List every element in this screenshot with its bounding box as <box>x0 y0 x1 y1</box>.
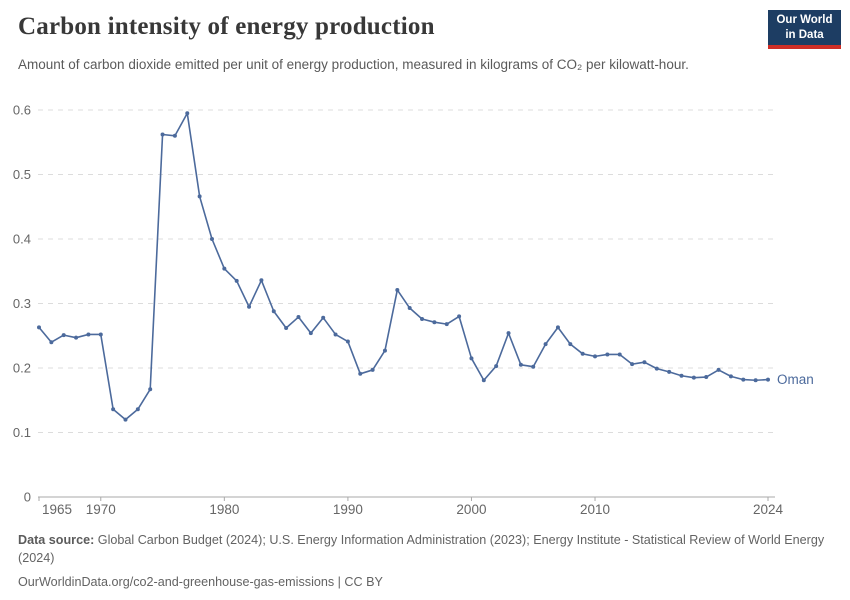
x-axis-label: 1970 <box>86 502 116 517</box>
data-point <box>370 367 375 372</box>
data-point <box>531 364 536 369</box>
data-point <box>741 377 746 382</box>
data-point <box>296 315 301 320</box>
owid-logo-line2: in Data <box>785 28 824 41</box>
data-point <box>481 378 486 383</box>
data-point <box>111 407 116 412</box>
data-point <box>642 360 647 365</box>
series-label-oman: Oman <box>777 372 814 387</box>
data-point <box>469 356 474 361</box>
chart-footer: Data source: Global Carbon Budget (2024)… <box>18 531 836 591</box>
data-source-label: Data source: <box>18 533 95 547</box>
data-point <box>654 366 659 371</box>
data-point <box>580 351 585 356</box>
data-point <box>407 306 412 311</box>
data-point <box>197 194 202 199</box>
data-point <box>593 354 598 359</box>
x-axis-label: 1980 <box>209 502 239 517</box>
x-axis-label: 2024 <box>753 502 784 517</box>
data-point <box>543 342 548 347</box>
data-point <box>148 387 153 392</box>
data-point <box>630 362 635 367</box>
data-point <box>37 325 41 330</box>
data-point <box>506 331 511 336</box>
data-line-oman <box>38 112 769 421</box>
owid-logo[interactable]: Our World in Data <box>768 10 841 49</box>
data-point <box>172 133 177 138</box>
data-point <box>308 331 313 336</box>
chart-subtitle: Amount of carbon dioxide emitted per uni… <box>18 57 689 72</box>
data-point <box>704 375 709 380</box>
data-point <box>49 340 54 345</box>
data-point <box>123 417 128 422</box>
data-point <box>222 266 227 271</box>
data-point <box>518 362 523 367</box>
data-point <box>395 287 400 292</box>
data-point <box>358 371 363 376</box>
x-axis-label: 2000 <box>456 502 486 517</box>
data-point <box>753 378 758 383</box>
data-point <box>617 352 622 357</box>
y-axis-label: 0.1 <box>13 425 31 440</box>
data-source-line: Data source: Global Carbon Budget (2024)… <box>18 531 836 567</box>
y-axis-label: 0 <box>24 490 31 505</box>
y-axis-label: 0.2 <box>13 361 31 376</box>
y-axis-label: 0.6 <box>13 103 31 118</box>
data-point <box>209 237 214 241</box>
data-point <box>691 375 696 380</box>
data-point <box>716 367 721 372</box>
x-axis-label: 1965 <box>42 502 72 517</box>
data-point <box>444 322 449 327</box>
data-point <box>284 326 289 331</box>
footer-license: OurWorldinData.org/co2-and-greenhouse-ga… <box>18 575 383 589</box>
page-title: Carbon intensity of energy production <box>18 13 435 40</box>
data-point <box>432 320 437 325</box>
y-axis-label: 0.5 <box>13 167 31 182</box>
data-source-text: Global Carbon Budget (2024); U.S. Energy… <box>18 533 825 565</box>
data-point <box>728 374 733 379</box>
data-point <box>135 407 140 412</box>
owid-logo-line1: Our World <box>776 14 833 27</box>
data-point <box>86 332 91 337</box>
data-point <box>679 373 684 378</box>
y-axis-label: 0.4 <box>13 232 31 247</box>
data-point <box>345 339 350 344</box>
data-point <box>61 333 66 338</box>
data-point <box>160 132 165 137</box>
data-point <box>185 111 190 116</box>
data-point <box>271 309 276 314</box>
data-point <box>457 314 462 319</box>
x-axis-label: 2010 <box>580 502 610 517</box>
data-point <box>382 348 387 353</box>
data-point <box>555 325 560 330</box>
data-point <box>247 304 252 309</box>
data-point <box>605 352 610 357</box>
data-point <box>766 377 770 382</box>
data-point <box>494 364 499 369</box>
data-point <box>568 342 573 347</box>
data-point <box>333 332 338 337</box>
data-point <box>74 335 79 340</box>
data-point <box>321 315 326 320</box>
x-axis-label: 1990 <box>333 502 363 517</box>
data-point <box>259 278 264 283</box>
data-point <box>420 316 425 321</box>
data-point <box>667 369 672 374</box>
data-point <box>234 278 239 283</box>
y-axis-label: 0.3 <box>13 296 31 311</box>
data-point <box>98 332 103 337</box>
